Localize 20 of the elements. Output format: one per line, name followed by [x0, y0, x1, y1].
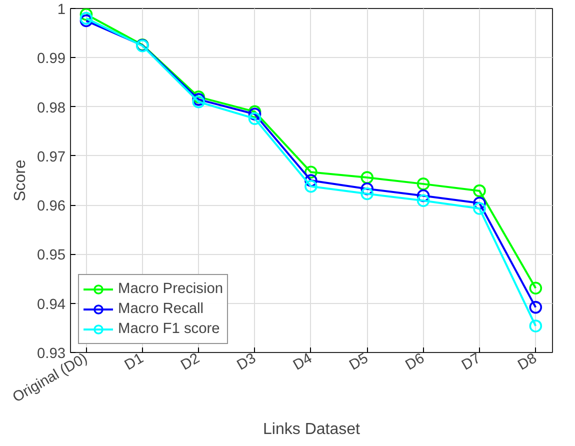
- x-tick-label: D4: [290, 350, 315, 374]
- y-tick-label: 1: [57, 2, 66, 18]
- y-tick-label: 0.96: [36, 198, 66, 215]
- x-tick-label: D1: [122, 350, 146, 374]
- y-axis-title: Score: [12, 160, 29, 202]
- y-tick-label: 0.95: [36, 248, 66, 264]
- x-tick-label: D8: [515, 350, 540, 374]
- x-tick-label: D7: [459, 350, 484, 374]
- legend-label: Macro Recall: [118, 301, 204, 317]
- legend-label: Macro Precision: [118, 281, 224, 297]
- y-tick-label: 0.94: [36, 296, 66, 313]
- x-tick-label: D6: [403, 350, 428, 374]
- y-tick-label: 0.99: [36, 51, 66, 68]
- x-tick-label: D2: [178, 350, 203, 374]
- y-tick-label: 0.98: [36, 100, 66, 116]
- x-tick-label: D3: [234, 350, 259, 374]
- x-tick-label: D5: [346, 350, 372, 374]
- legend-label: Macro F1 score: [118, 321, 220, 337]
- y-tick-label: 0.97: [36, 149, 66, 166]
- x-axis-title: Links Dataset: [263, 420, 361, 438]
